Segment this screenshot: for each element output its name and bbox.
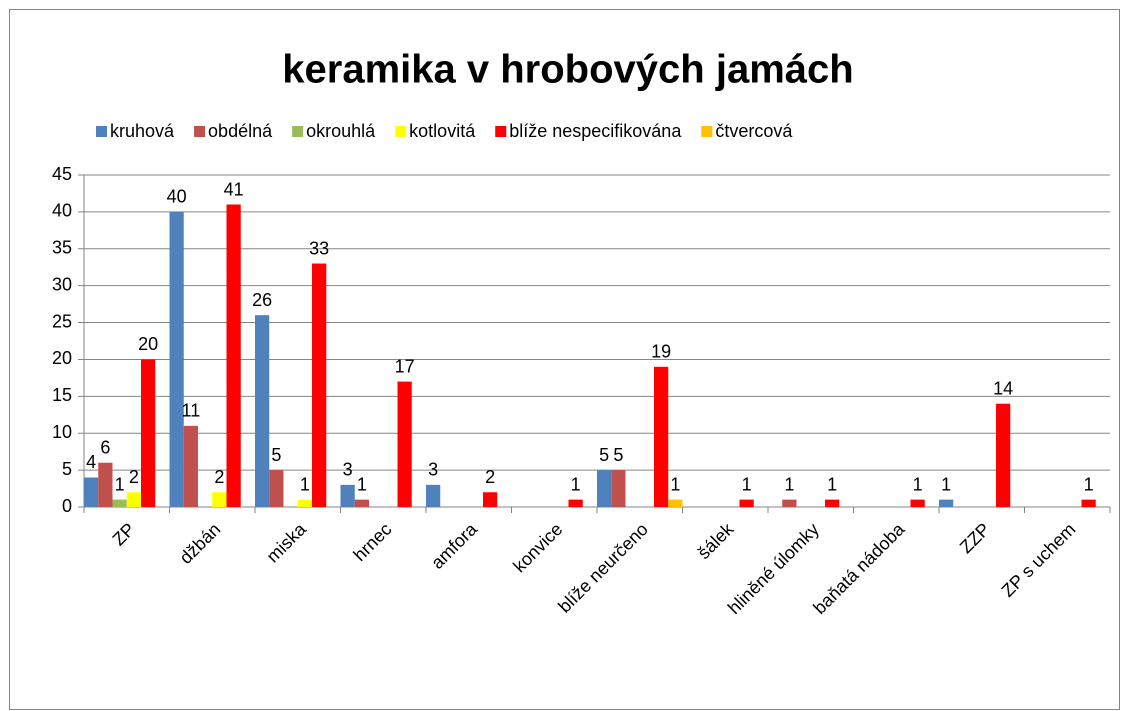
legend-label: kruhová	[110, 121, 175, 141]
bar	[825, 499, 840, 507]
data-label: 5	[613, 445, 623, 465]
bar	[939, 499, 954, 507]
data-label: 1	[115, 474, 125, 494]
y-tick-label: 25	[52, 311, 72, 331]
data-label: 1	[1084, 474, 1094, 494]
data-label: 3	[428, 460, 438, 480]
y-tick-label: 20	[52, 348, 72, 368]
data-label: 41	[224, 179, 244, 199]
bar	[112, 499, 127, 507]
data-label: 6	[100, 437, 110, 457]
data-label: 3	[343, 460, 353, 480]
bar	[269, 470, 284, 507]
bar	[98, 462, 113, 507]
data-label: 19	[651, 342, 671, 362]
data-label: 5	[599, 445, 609, 465]
bar	[483, 492, 498, 507]
data-label: 1	[941, 474, 951, 494]
bar	[312, 263, 327, 507]
bar	[354, 499, 369, 507]
legend-swatch	[292, 126, 304, 137]
data-label: 1	[357, 474, 367, 494]
legend-swatch	[701, 126, 713, 137]
bar	[397, 381, 412, 507]
legend-swatch	[96, 126, 107, 137]
bar	[426, 484, 441, 507]
bar	[226, 204, 241, 507]
data-label: 40	[167, 187, 187, 207]
bar	[782, 499, 797, 507]
bar	[597, 470, 612, 507]
data-label: 1	[742, 474, 752, 494]
legend-label: obdélná	[208, 121, 273, 141]
data-label: 1	[670, 474, 680, 494]
data-label: 20	[138, 334, 158, 354]
y-tick-label: 15	[52, 385, 72, 405]
bar	[910, 499, 925, 507]
data-label: 11	[182, 401, 201, 421]
y-tick-label: 0	[62, 496, 72, 516]
bar	[668, 499, 683, 507]
bar	[297, 499, 312, 507]
legend-swatch	[395, 126, 407, 137]
bar	[126, 492, 141, 507]
y-tick-label: 10	[52, 422, 72, 442]
y-tick-label: 45	[52, 164, 72, 184]
bar	[568, 499, 583, 507]
bar	[340, 484, 355, 507]
bar	[1081, 499, 1096, 507]
data-label: 1	[571, 474, 581, 494]
legend-label: čtvercová	[715, 121, 793, 141]
data-label: 5	[271, 445, 281, 465]
y-tick-label: 30	[52, 274, 72, 294]
bar	[654, 366, 669, 507]
data-label: 33	[309, 238, 329, 258]
bar	[996, 403, 1011, 507]
data-label: 2	[214, 467, 224, 487]
y-tick-label: 5	[62, 459, 72, 479]
legend-label: blíže nespecifikována	[509, 121, 682, 141]
bar	[183, 425, 198, 507]
legend-swatch	[194, 126, 206, 137]
data-label: 26	[252, 290, 272, 310]
data-label: 1	[784, 474, 794, 494]
bar	[84, 477, 99, 507]
data-label: 2	[485, 467, 495, 487]
y-tick-label: 40	[52, 201, 72, 221]
legend-label: kotlovitá	[409, 121, 476, 141]
data-label: 1	[827, 474, 837, 494]
bar	[169, 211, 184, 507]
bar	[141, 359, 156, 507]
legend-swatch	[495, 126, 507, 137]
data-label: 1	[913, 474, 923, 494]
data-label: 4	[86, 452, 96, 472]
data-label: 14	[993, 378, 1013, 398]
bar	[739, 499, 754, 507]
data-label: 17	[395, 356, 415, 376]
bar	[611, 470, 626, 507]
y-tick-label: 35	[52, 238, 72, 258]
chart-title: keramika v hrobových jamách	[282, 48, 853, 92]
bar	[212, 492, 227, 507]
bar	[255, 315, 270, 507]
data-label: 2	[129, 467, 139, 487]
legend-label: okrouhlá	[306, 121, 376, 141]
data-label: 1	[300, 474, 310, 494]
